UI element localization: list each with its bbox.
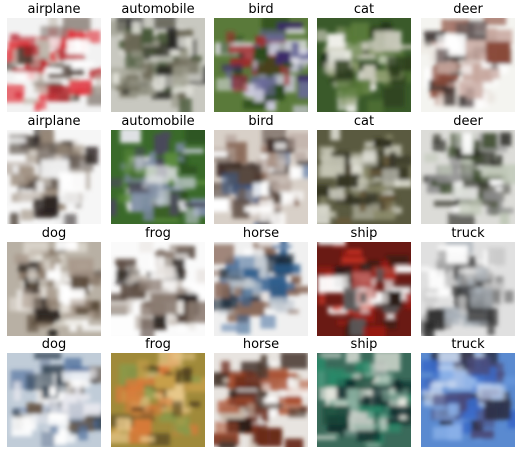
grid-cell: ship	[317, 335, 411, 447]
grid-cell: deer	[421, 0, 515, 112]
generated-image-thumbnail	[214, 130, 308, 224]
grid-cell: cat	[317, 0, 411, 112]
image-label: horse	[242, 226, 280, 241]
generated-image-thumbnail	[7, 130, 101, 224]
grid-cell: bird	[214, 0, 308, 112]
blurred-image	[421, 353, 515, 447]
grid-cell: truck	[421, 224, 515, 336]
grid-cell: deer	[421, 112, 515, 224]
grid-cell: dog	[7, 335, 101, 447]
image-label: deer	[453, 114, 483, 129]
generated-image-thumbnail	[111, 130, 205, 224]
image-label: deer	[453, 2, 483, 17]
grid-cell: frog	[111, 224, 205, 336]
image-label: ship	[350, 226, 378, 241]
generated-image-thumbnail	[111, 18, 205, 112]
image-label: automobile	[121, 114, 195, 129]
blurred-image	[214, 242, 308, 336]
image-label: dog	[41, 226, 67, 241]
blurred-image	[421, 242, 515, 336]
blurred-image	[7, 18, 101, 112]
grid-cell: automobile	[111, 112, 205, 224]
generated-image-thumbnail	[317, 353, 411, 447]
generated-image-thumbnail	[421, 18, 515, 112]
image-label: bird	[248, 2, 274, 17]
generated-image-thumbnail	[111, 353, 205, 447]
blurred-image	[7, 353, 101, 447]
image-label: ship	[350, 337, 378, 352]
image-label: airplane	[27, 2, 81, 17]
grid-cell: cat	[317, 112, 411, 224]
grid-cell: frog	[111, 335, 205, 447]
grid-cell: horse	[214, 224, 308, 336]
blurred-image	[317, 353, 411, 447]
image-label: truck	[451, 337, 485, 352]
generated-image-thumbnail	[317, 130, 411, 224]
blurred-image	[7, 242, 101, 336]
generated-image-thumbnail	[214, 242, 308, 336]
grid-cell: dog	[7, 224, 101, 336]
image-label: cat	[353, 2, 375, 17]
image-label: frog	[145, 226, 171, 241]
generated-image-thumbnail	[317, 242, 411, 336]
generated-image-thumbnail	[7, 353, 101, 447]
generated-image-thumbnail	[111, 242, 205, 336]
blurred-image	[317, 130, 411, 224]
image-label: truck	[451, 226, 485, 241]
blurred-image	[317, 242, 411, 336]
blurred-image	[7, 130, 101, 224]
image-label: cat	[353, 114, 375, 129]
blurred-image	[421, 18, 515, 112]
generated-image-thumbnail	[214, 18, 308, 112]
blurred-image	[317, 18, 411, 112]
blurred-image	[111, 353, 205, 447]
blurred-image	[111, 242, 205, 336]
image-label: airplane	[27, 114, 81, 129]
blurred-image	[111, 18, 205, 112]
blurred-image	[214, 18, 308, 112]
blurred-image	[421, 130, 515, 224]
generated-image-thumbnail	[7, 242, 101, 336]
blurred-image	[214, 353, 308, 447]
generated-image-thumbnail	[214, 353, 308, 447]
generated-image-thumbnail	[7, 18, 101, 112]
blurred-image	[214, 130, 308, 224]
image-label: horse	[242, 337, 280, 352]
generated-image-thumbnail	[421, 130, 515, 224]
generated-image-thumbnail	[421, 242, 515, 336]
image-label: bird	[248, 114, 274, 129]
grid-cell: airplane	[7, 0, 101, 112]
grid-cell: airplane	[7, 112, 101, 224]
image-label: automobile	[121, 2, 195, 17]
grid-cell: truck	[421, 335, 515, 447]
grid-cell: horse	[214, 335, 308, 447]
grid-cell: automobile	[111, 0, 205, 112]
generated-image-thumbnail	[317, 18, 411, 112]
grid-cell: bird	[214, 112, 308, 224]
image-label: dog	[41, 337, 67, 352]
grid-cell: ship	[317, 224, 411, 336]
generated-image-thumbnail	[421, 353, 515, 447]
blurred-image	[111, 130, 205, 224]
image-label: frog	[145, 337, 171, 352]
